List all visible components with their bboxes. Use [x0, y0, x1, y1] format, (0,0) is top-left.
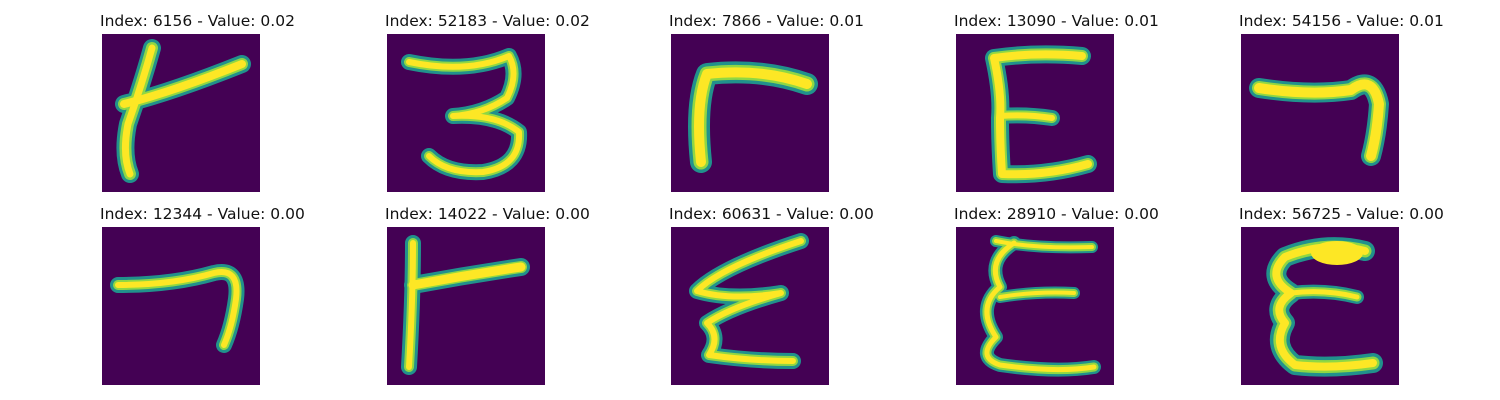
panel-title: Index: 14022 - Value: 0.00	[385, 205, 590, 223]
glyph-2	[401, 48, 528, 181]
digit-image	[387, 34, 545, 192]
digit-image	[102, 227, 260, 385]
digit-image	[102, 34, 260, 192]
panel-title: Index: 60631 - Value: 0.00	[669, 205, 874, 223]
panel-title: Index: 12344 - Value: 0.00	[100, 205, 305, 223]
panel-title: Index: 7866 - Value: 0.01	[669, 12, 864, 30]
panel-title: Index: 54156 - Value: 0.01	[1239, 12, 1444, 30]
panel-title: Index: 52183 - Value: 0.02	[385, 12, 590, 30]
digit-image	[387, 227, 545, 385]
glyph-10	[1266, 237, 1383, 377]
digit-image	[956, 34, 1114, 192]
digit-image	[671, 34, 829, 192]
panel-title: Index: 6156 - Value: 0.02	[100, 12, 295, 30]
glyph-9	[980, 235, 1101, 377]
panel-title: Index: 56725 - Value: 0.00	[1239, 205, 1444, 223]
glyph-1	[115, 39, 251, 183]
glyph-4	[985, 45, 1097, 184]
digit-image	[956, 227, 1114, 385]
glyph-6	[110, 264, 245, 353]
digit-image	[1241, 227, 1399, 385]
glyph-5	[1249, 74, 1389, 166]
glyph-8	[689, 233, 809, 369]
glyph-3	[688, 61, 818, 173]
digit-image	[671, 227, 829, 385]
panel-title: Index: 28910 - Value: 0.00	[954, 205, 1159, 223]
panel-title: Index: 13090 - Value: 0.01	[954, 12, 1159, 30]
digit-image	[1241, 34, 1399, 192]
glyph-7	[401, 235, 530, 375]
